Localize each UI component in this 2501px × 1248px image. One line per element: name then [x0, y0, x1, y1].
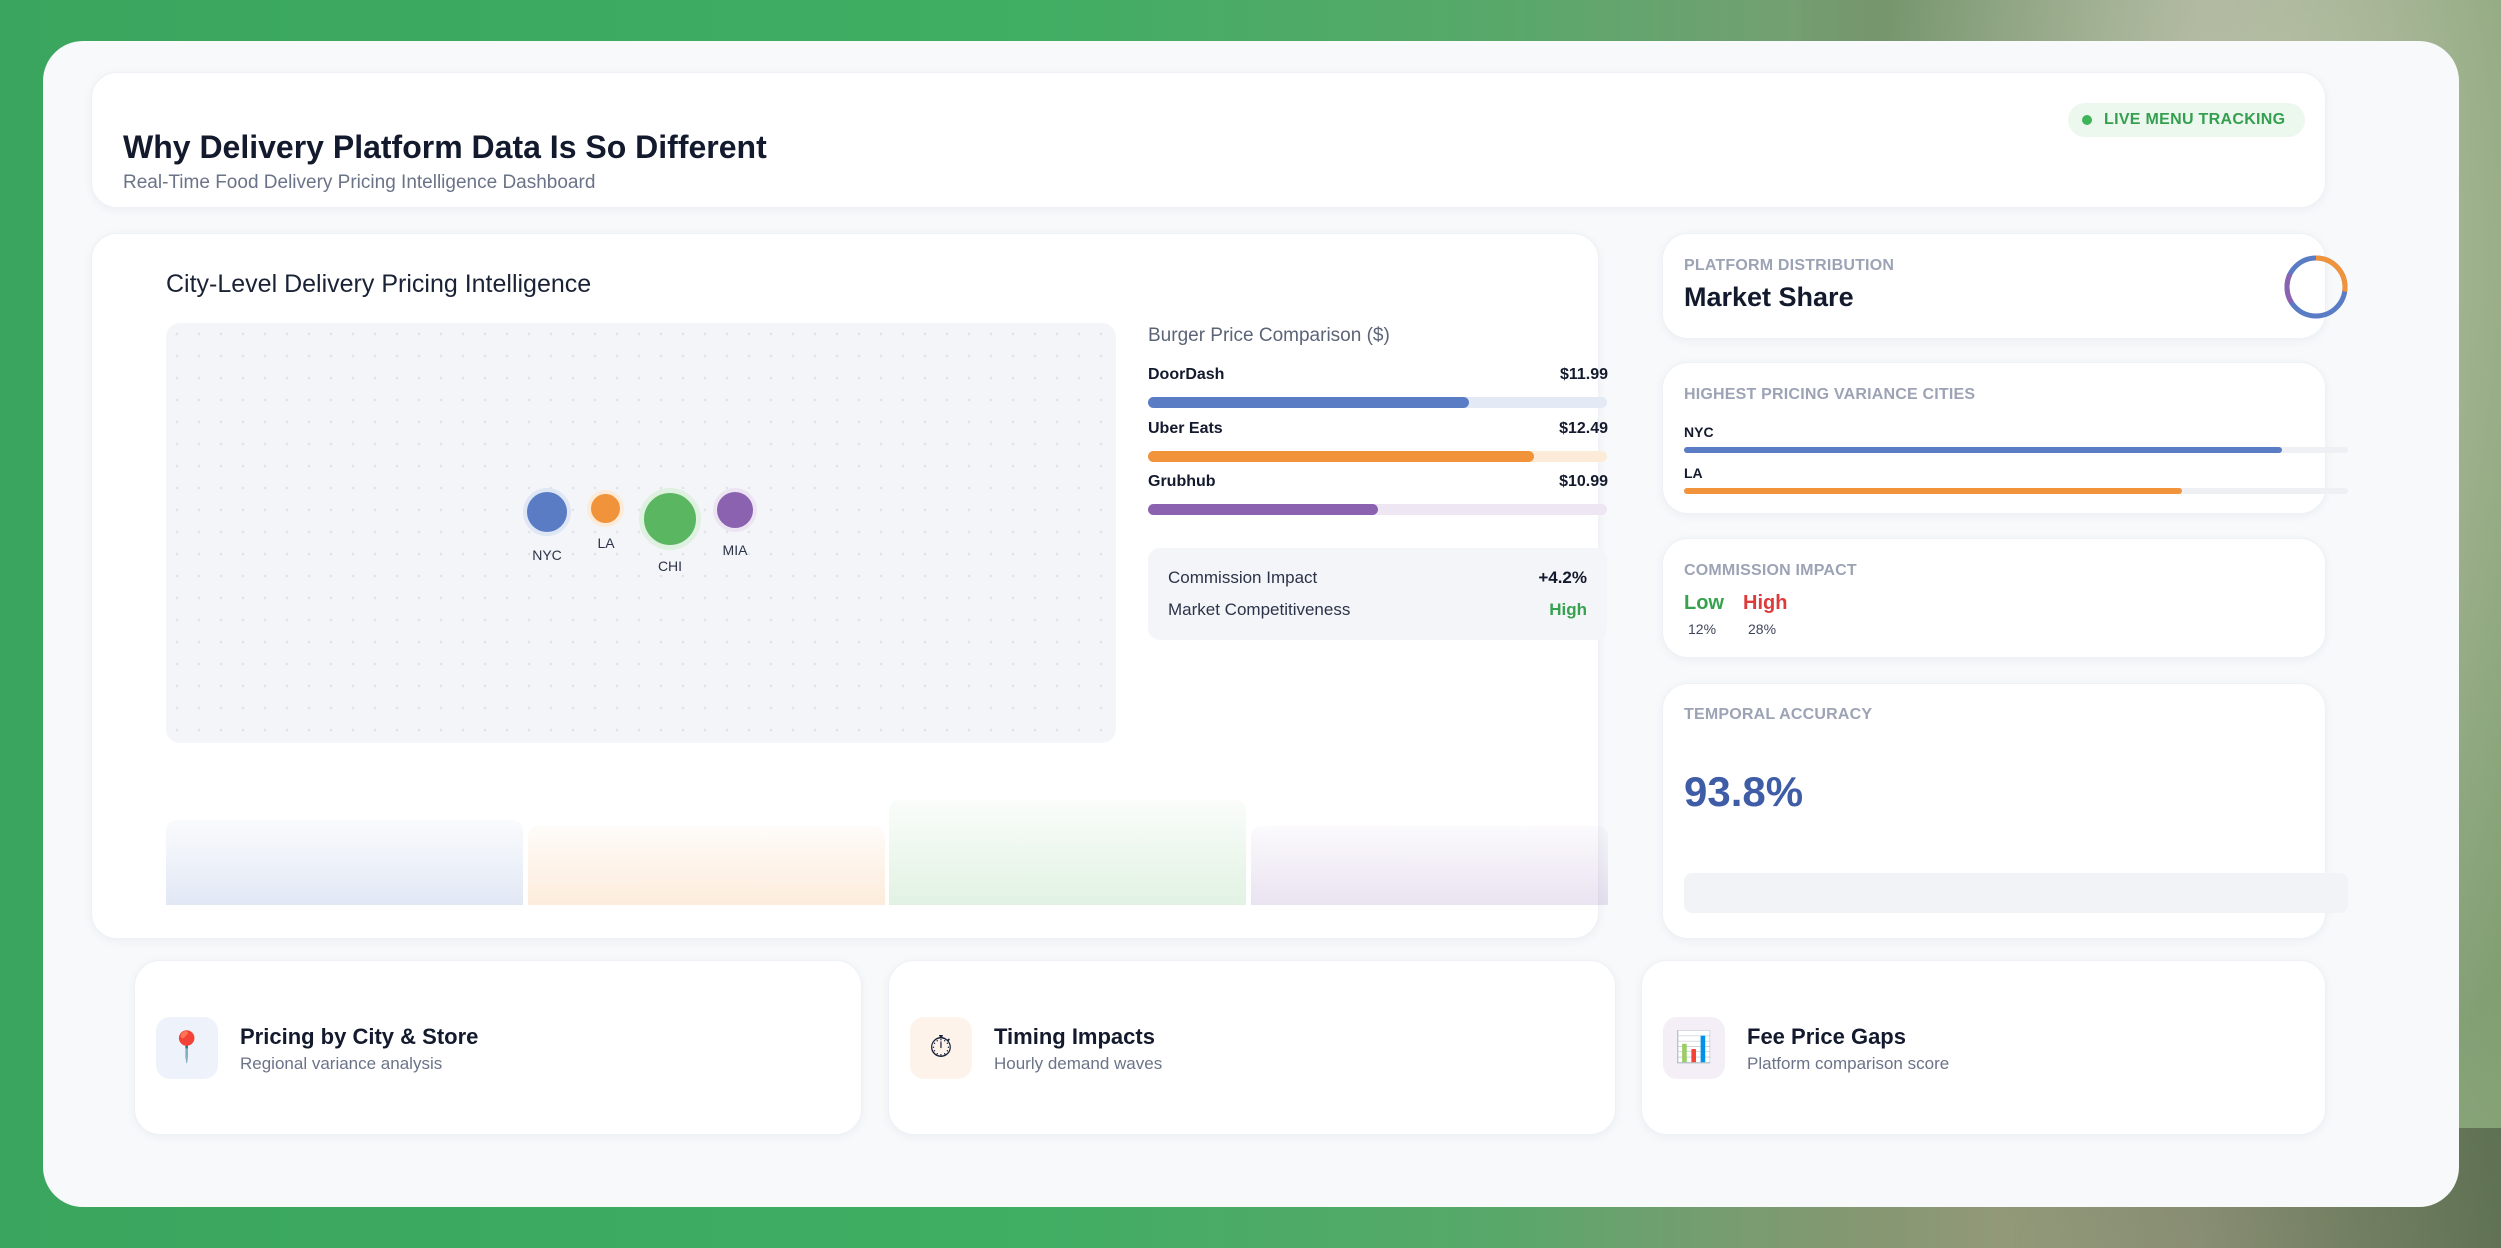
market-share-title: Market Share: [1684, 282, 1854, 312]
commission-high-pct: 28%: [1748, 621, 1777, 637]
platform-price-grubhub: $10.99: [1559, 473, 1608, 490]
price-bar-ubereats: [1148, 451, 1607, 462]
feature-card-timing[interactable]: [888, 960, 1616, 1135]
market-share-donut[interactable]: [2283, 254, 2349, 320]
commission-card: [1662, 538, 2326, 658]
platform-name-grubhub: Grubhub: [1148, 473, 1216, 490]
city-marker-chi[interactable]: [639, 488, 701, 550]
live-dot-icon: [2082, 115, 2092, 125]
tile-green: [889, 800, 1246, 905]
city-marker-mia[interactable]: [713, 488, 757, 532]
market-share-card: [1662, 233, 2326, 339]
city-label-la: LA: [597, 535, 615, 551]
metric-value-commission: +4.2%: [1538, 568, 1587, 587]
feature-subtitle-pricing: Regional variance analysis: [240, 1054, 443, 1073]
price-bar-doordash: [1148, 397, 1607, 408]
platform-price-doordash: $11.99: [1559, 366, 1608, 383]
city-marker-la[interactable]: [587, 490, 624, 527]
section-title: City-Level Delivery Pricing Intelligence: [166, 270, 592, 298]
price-bar-fill-doordash: [1148, 397, 1470, 408]
tile-blue: [166, 820, 523, 905]
variance-bar-nyc: [1684, 447, 2348, 453]
comparison-title: Burger Price Comparison ($): [1148, 325, 1390, 346]
feature-title-timing: Timing Impacts: [994, 1024, 1155, 1049]
feature-subtitle-fees: Platform comparison score: [1747, 1054, 1950, 1073]
temporal-bar: [1684, 873, 2348, 913]
variance-bar-fill-la: [1684, 488, 2182, 494]
page-subtitle: Real-Time Food Delivery Pricing Intellig…: [123, 172, 596, 193]
platform-name-ubereats: Uber Eats: [1148, 420, 1223, 437]
variance-city-nyc: NYC: [1684, 424, 1714, 440]
city-label-chi: CHI: [657, 558, 683, 574]
metric-label-commission: Commission Impact: [1168, 568, 1318, 587]
commission-low-pct: 12%: [1688, 621, 1717, 637]
page-title: Why Delivery Platform Data Is So Differe…: [123, 129, 767, 165]
feature-subtitle-timing: Hourly demand waves: [994, 1054, 1163, 1073]
city-label-nyc: NYC: [532, 547, 562, 563]
price-bar-fill-ubereats: [1148, 451, 1534, 462]
price-bar-grubhub: [1148, 504, 1607, 515]
platform-name-doordash: DoorDash: [1148, 366, 1225, 383]
feature-card-pricing[interactable]: [134, 960, 862, 1135]
feature-title-fees: Fee Price Gaps: [1747, 1024, 1906, 1049]
feature-title-pricing: Pricing by City & Store: [240, 1024, 479, 1049]
variance-bar-fill-nyc: [1684, 447, 2282, 453]
variance-bar-la: [1684, 488, 2348, 494]
city-map[interactable]: [166, 323, 1116, 743]
bar-chart-icon: 📊: [1663, 1017, 1725, 1079]
live-badge-label: LIVE MENU TRACKING: [2104, 111, 2286, 128]
variance-city-la: LA: [1684, 465, 1703, 481]
metric-label-competitiveness: Market Competitiveness: [1168, 600, 1351, 619]
temporal-value: 93.8%: [1684, 768, 1804, 815]
platform-price-ubereats: $12.49: [1559, 420, 1608, 437]
variance-label: HIGHEST PRICING VARIANCE CITIES: [1684, 386, 1976, 403]
temporal-label: TEMPORAL ACCURACY: [1684, 706, 1873, 723]
commission-label: COMMISSION IMPACT: [1684, 562, 1857, 579]
city-marker-nyc[interactable]: [523, 488, 571, 536]
commission-low: Low: [1684, 592, 1724, 614]
header-card: [91, 72, 2326, 208]
stopwatch-icon: ⏱: [910, 1017, 972, 1079]
distribution-label: PLATFORM DISTRIBUTION: [1684, 257, 1895, 274]
feature-card-fees[interactable]: [1641, 960, 2326, 1135]
map-pin-icon: 📍: [156, 1017, 218, 1079]
live-tracking-badge: LIVE MENU TRACKING: [2068, 103, 2306, 137]
metrics-box: Commission Impact +4.2% Market Competiti…: [1148, 548, 1607, 640]
tile-orange: [528, 826, 885, 905]
commission-high: High: [1743, 592, 1788, 614]
city-label-mia: MIA: [722, 542, 748, 558]
metric-value-competitiveness: High: [1549, 600, 1587, 619]
price-bar-fill-grubhub: [1148, 504, 1378, 515]
tile-purple: [1251, 826, 1608, 905]
